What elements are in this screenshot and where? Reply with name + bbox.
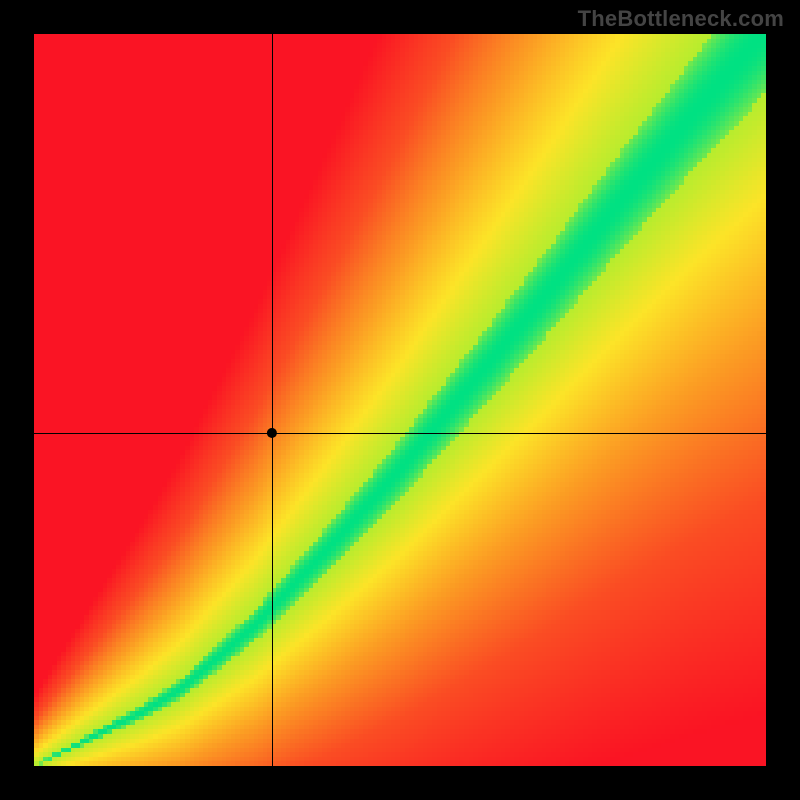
watermark-text: TheBottleneck.com xyxy=(578,6,784,32)
heatmap-canvas xyxy=(0,0,800,800)
